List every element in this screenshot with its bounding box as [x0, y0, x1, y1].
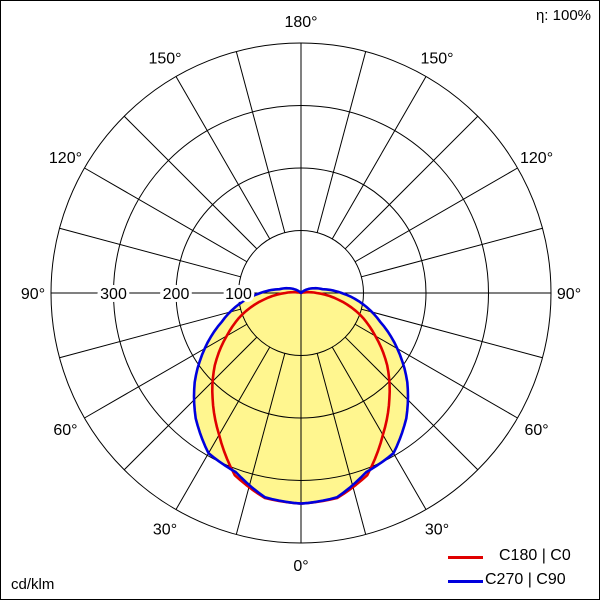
angle-label: 120°	[520, 150, 553, 167]
grid-ray	[84, 323, 248, 419]
radial-tick-label: 300	[100, 286, 127, 303]
grid-ray	[59, 227, 241, 278]
angle-label: 90°	[21, 286, 45, 303]
legend-swatch-c270	[448, 580, 483, 583]
angle-label: 120°	[49, 150, 82, 167]
grid-ray	[175, 76, 271, 240]
grid-ray	[344, 115, 479, 250]
angle-label: 0°	[293, 558, 308, 575]
angle-label: 60°	[524, 422, 548, 439]
grid-ray	[235, 51, 286, 233]
radial-tick-label: 100	[225, 286, 252, 303]
legend-label-c270: C270 | C90	[485, 571, 566, 588]
grid-ray	[354, 323, 518, 419]
angle-label: 90°	[557, 286, 581, 303]
angle-label: 150°	[148, 50, 181, 67]
efficiency-label: η: 100%	[535, 7, 591, 24]
radial-tick-label: 200	[163, 286, 190, 303]
grid-ray	[331, 346, 427, 510]
angle-label: 180°	[284, 14, 317, 31]
legend-swatch-c180	[448, 556, 483, 559]
grid-ray	[354, 167, 518, 263]
angle-label: 150°	[420, 50, 453, 67]
grid-ray	[84, 167, 248, 263]
curve-c270-c90	[192, 286, 410, 505]
grid-ray	[175, 346, 271, 510]
grid-ray	[59, 308, 241, 359]
grid-ray	[331, 76, 427, 240]
unit-label: cd/klm	[11, 576, 55, 593]
grid-ray	[361, 308, 543, 359]
angle-label: 60°	[53, 422, 77, 439]
grid-ray	[123, 336, 258, 471]
grid-ray	[123, 115, 258, 250]
angle-label: 30°	[425, 522, 449, 539]
grid-ray	[344, 336, 479, 471]
angle-label: 30°	[153, 522, 177, 539]
grid-ray	[235, 353, 286, 535]
legend-label-c180: C180 | C0	[499, 547, 571, 564]
grid-ray	[361, 227, 543, 278]
grid-ray	[316, 353, 367, 535]
grid-ray	[316, 51, 367, 233]
